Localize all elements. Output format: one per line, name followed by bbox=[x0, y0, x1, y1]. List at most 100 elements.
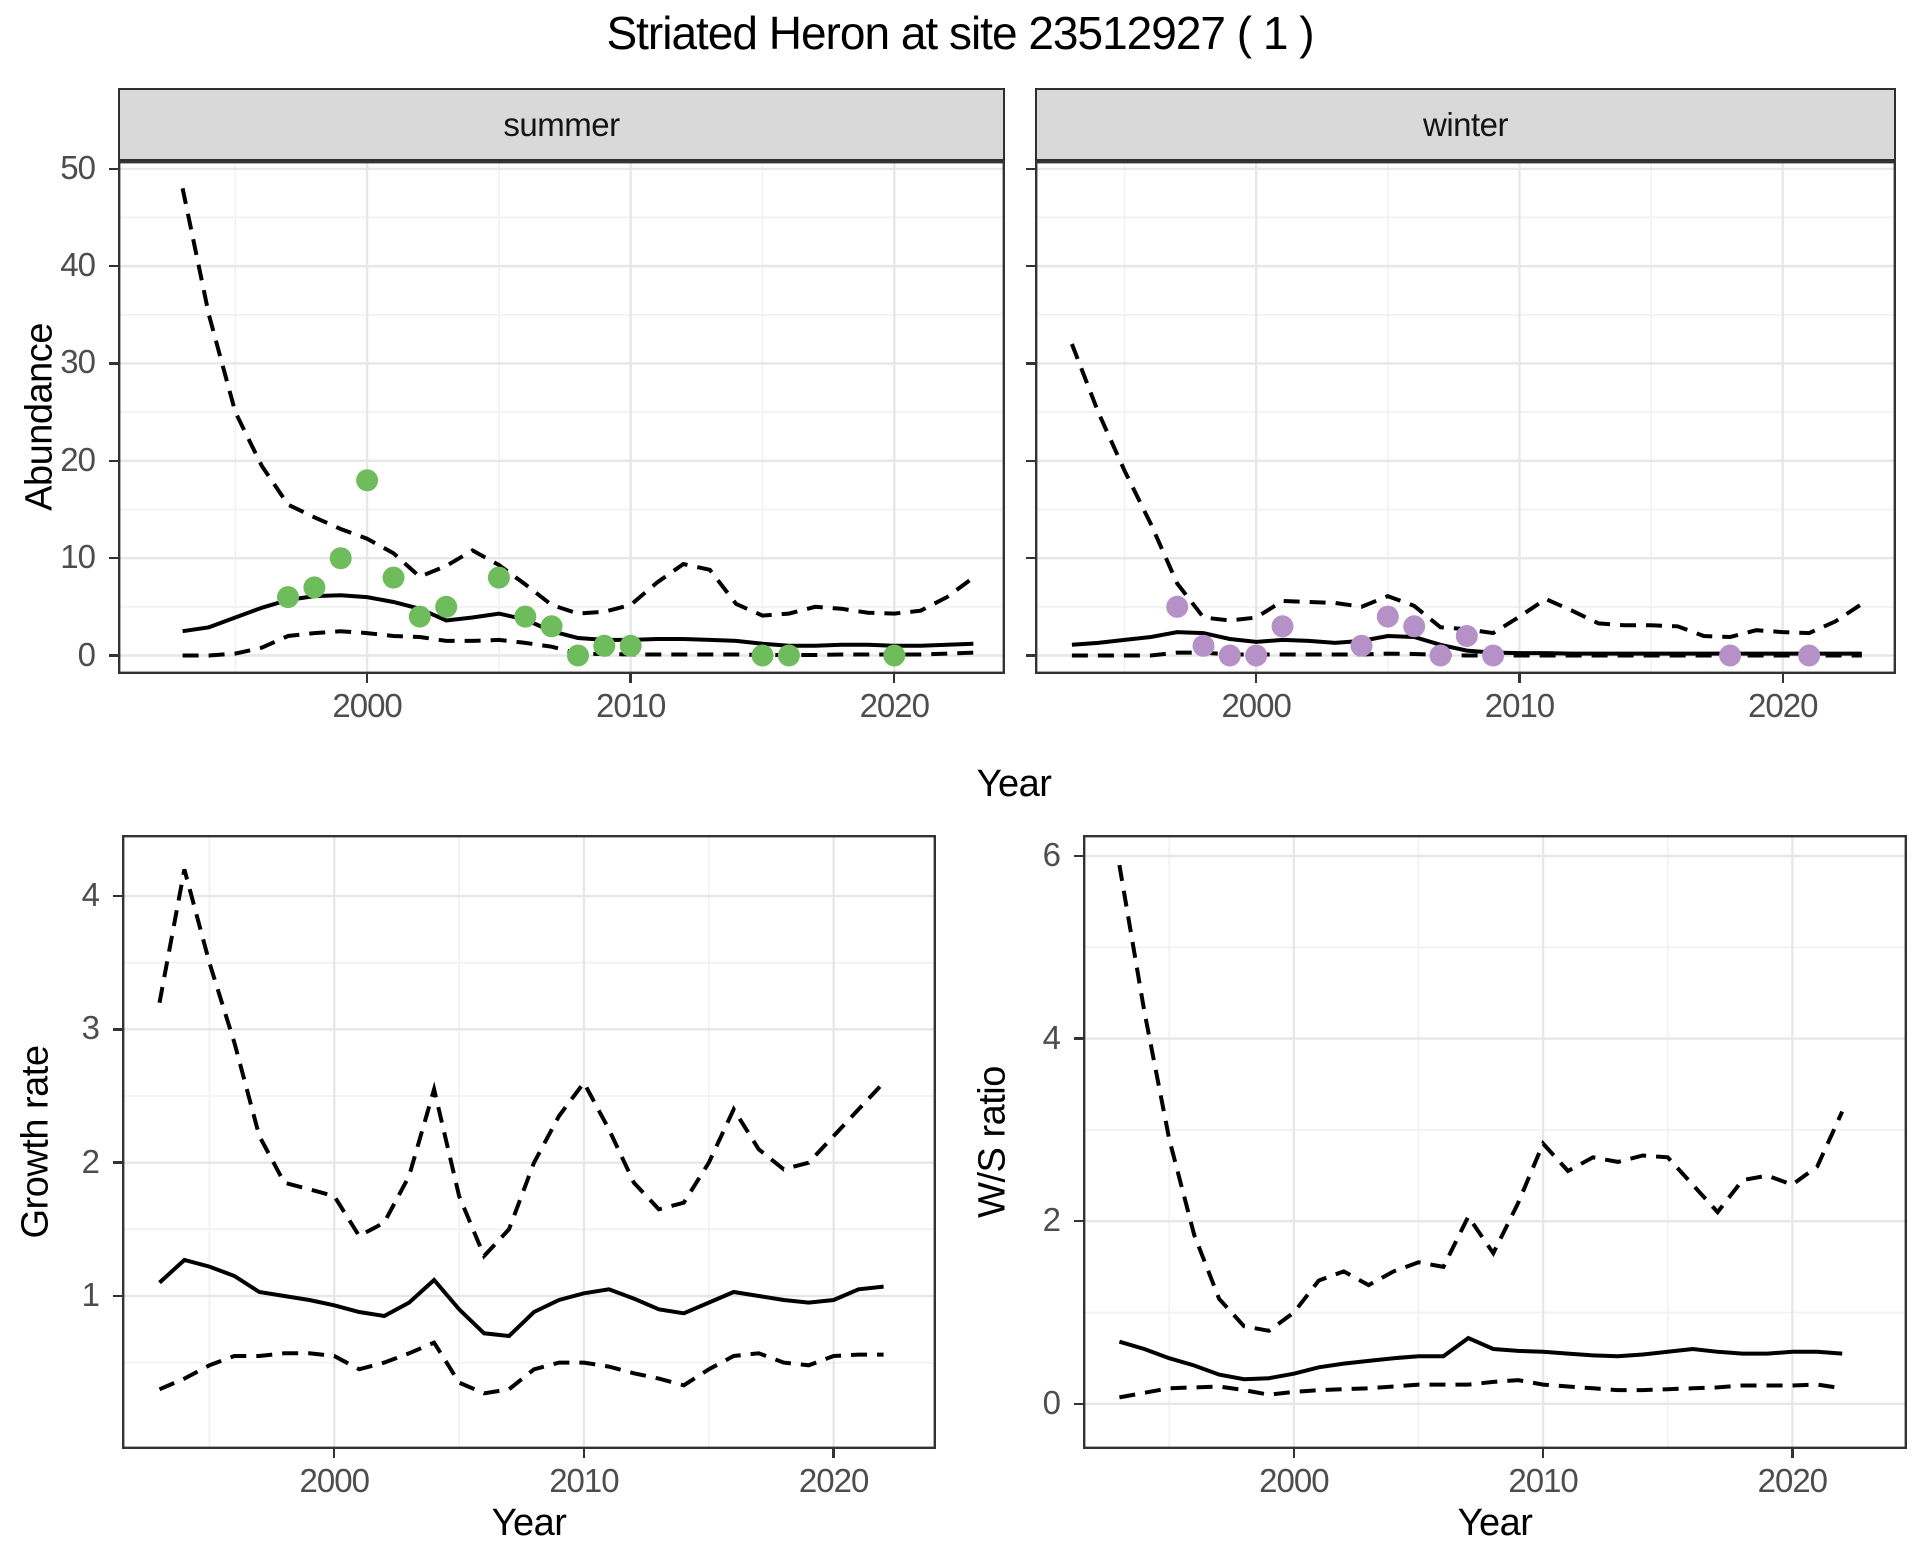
data-point bbox=[1719, 644, 1742, 667]
y-tick-mark bbox=[1074, 1037, 1083, 1040]
x-tick-mark bbox=[893, 674, 896, 683]
x-tick-mark bbox=[365, 674, 369, 683]
y-tick-mark bbox=[1074, 1220, 1083, 1223]
x-tick-mark bbox=[582, 1449, 586, 1458]
data-point bbox=[1218, 644, 1241, 667]
y-tick-label: 6 bbox=[1042, 835, 1061, 873]
facet-strip-summer-label: summer bbox=[503, 105, 620, 143]
y-tick-label: 30 bbox=[60, 343, 96, 381]
facet-strip-winter: winter bbox=[1035, 88, 1896, 161]
y-tick-label: 4 bbox=[81, 876, 100, 914]
data-point bbox=[1403, 615, 1426, 638]
y-tick-label: 2 bbox=[81, 1142, 100, 1180]
data-point bbox=[1271, 615, 1294, 638]
y-tick-mark bbox=[1074, 854, 1083, 858]
data-point bbox=[1166, 595, 1189, 618]
y-tick-label: 1 bbox=[81, 1275, 100, 1313]
y-tick-mark bbox=[1074, 1402, 1083, 1405]
data-point bbox=[777, 644, 800, 667]
y-tick-mark bbox=[1026, 264, 1035, 268]
y-tick-mark bbox=[1026, 362, 1035, 365]
panel-growth-rate bbox=[122, 835, 936, 1449]
data-point bbox=[514, 605, 537, 628]
data-point bbox=[619, 634, 642, 657]
x-tick-mark bbox=[333, 1449, 336, 1458]
y-tick-label: 40 bbox=[60, 246, 96, 284]
data-point bbox=[487, 566, 510, 589]
data-point bbox=[277, 586, 299, 609]
data-point bbox=[435, 595, 458, 618]
y-tick-label: 2 bbox=[1042, 1201, 1061, 1239]
y-tick-label: 50 bbox=[60, 148, 96, 186]
data-point bbox=[329, 547, 352, 570]
x-tick-label: 2000 bbox=[1259, 1462, 1329, 1499]
data-point bbox=[1798, 644, 1821, 667]
y-tick-mark bbox=[1026, 654, 1035, 657]
x-tick-label: 2010 bbox=[549, 1462, 619, 1499]
x-axis-title-year-growth: Year bbox=[491, 1502, 567, 1544]
x-tick-mark bbox=[1781, 674, 1784, 683]
data-point bbox=[540, 615, 563, 638]
panel-abundance-winter bbox=[1035, 161, 1896, 674]
x-tick-label: 2000 bbox=[1221, 687, 1291, 724]
data-point bbox=[593, 634, 616, 657]
data-point bbox=[1482, 644, 1505, 667]
data-point bbox=[567, 644, 589, 667]
y-tick-label: 4 bbox=[1042, 1018, 1061, 1056]
y-tick-mark bbox=[109, 459, 118, 462]
data-point bbox=[1376, 605, 1399, 628]
x-tick-mark bbox=[1791, 1449, 1794, 1458]
panel-ws-ratio bbox=[1083, 835, 1907, 1449]
x-tick-mark bbox=[832, 1449, 835, 1458]
y-tick-mark bbox=[109, 654, 118, 657]
facet-strip-summer: summer bbox=[118, 88, 1005, 161]
y-tick-mark bbox=[109, 264, 118, 268]
x-axis-title-year-top: Year bbox=[976, 763, 1052, 805]
y-tick-label: 0 bbox=[77, 635, 96, 673]
data-point bbox=[1429, 644, 1452, 667]
data-point bbox=[1192, 634, 1215, 657]
y-tick-mark bbox=[1026, 167, 1035, 170]
plot-title: Striated Heron at site 23512927 ( 1 ) bbox=[606, 7, 1314, 59]
data-point bbox=[1350, 634, 1373, 657]
data-point bbox=[1245, 644, 1268, 667]
data-point bbox=[382, 566, 405, 589]
data-point bbox=[751, 644, 774, 667]
x-tick-label: 2020 bbox=[1757, 1462, 1828, 1499]
y-tick-mark bbox=[109, 167, 118, 170]
data-point bbox=[1455, 625, 1478, 647]
data-point bbox=[408, 605, 431, 628]
x-tick-label: 2020 bbox=[859, 687, 930, 724]
x-tick-mark bbox=[1292, 1449, 1296, 1458]
y-tick-mark bbox=[1026, 459, 1035, 462]
facet-strip-winter-label: winter bbox=[1422, 105, 1509, 143]
x-tick-label: 2020 bbox=[798, 1462, 869, 1499]
y-tick-label: 0 bbox=[1042, 1383, 1061, 1421]
x-tick-mark bbox=[1518, 674, 1521, 683]
x-tick-label: 2010 bbox=[1484, 687, 1555, 724]
x-tick-mark bbox=[1541, 1449, 1545, 1458]
x-tick-label: 2000 bbox=[332, 687, 402, 724]
panel-abundance-summer bbox=[118, 161, 1005, 674]
x-tick-label: 2020 bbox=[1748, 687, 1818, 724]
x-tick-mark bbox=[629, 674, 632, 683]
x-tick-mark bbox=[1254, 674, 1258, 683]
y-tick-mark bbox=[1026, 556, 1035, 560]
x-axis-title-year-ws: Year bbox=[1457, 1502, 1533, 1544]
data-point bbox=[356, 469, 379, 492]
y-tick-mark bbox=[109, 556, 118, 560]
y-axis-title-ws-ratio: W/S ratio bbox=[971, 1066, 1014, 1218]
y-tick-label: 10 bbox=[60, 538, 96, 576]
y-tick-mark bbox=[113, 1161, 122, 1164]
data-point bbox=[303, 576, 326, 599]
y-tick-label: 20 bbox=[60, 440, 96, 478]
x-tick-label: 2010 bbox=[1508, 1462, 1578, 1499]
x-tick-label: 2010 bbox=[595, 687, 666, 724]
y-tick-mark bbox=[113, 894, 122, 898]
y-tick-mark bbox=[113, 1294, 122, 1298]
y-tick-mark bbox=[109, 362, 118, 365]
data-point bbox=[883, 644, 906, 667]
y-tick-mark bbox=[113, 1028, 122, 1031]
x-tick-label: 2000 bbox=[299, 1462, 370, 1499]
